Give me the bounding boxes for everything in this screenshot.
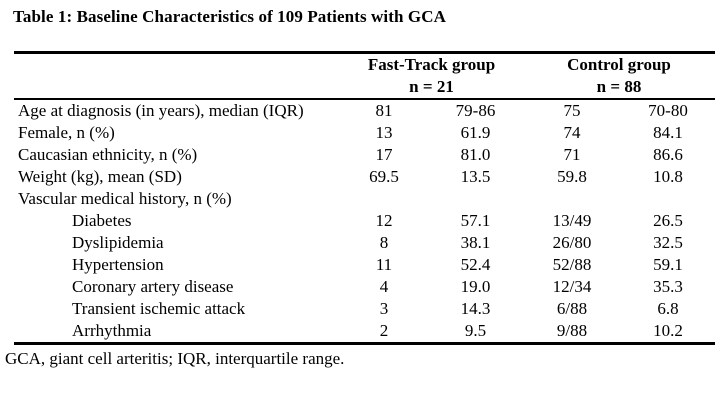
row-label: Dyslipidemia xyxy=(72,233,164,252)
cell-value: 71 xyxy=(563,145,581,164)
cell-value: 13/49 xyxy=(552,211,592,230)
row-label: Weight (kg), mean (SD) xyxy=(18,167,182,186)
row-label: Arrhythmia xyxy=(72,321,152,340)
cell-value xyxy=(428,188,523,210)
row-label-cell: Dyslipidemia xyxy=(14,232,340,254)
cell-value: 81 xyxy=(375,101,393,120)
row-label: Caucasian ethnicity, n (%) xyxy=(18,145,198,164)
cell-value: 32.5 xyxy=(653,233,683,252)
cell-value: 4 xyxy=(379,277,389,296)
table-row: Hypertension 11 52.4 52/88 59.1 xyxy=(14,254,715,276)
table-row: Arrhythmia 2 9.5 9/88 10.2 xyxy=(14,320,716,345)
cell-value: 79-86 xyxy=(455,101,496,120)
cell-value: 19.0 xyxy=(460,277,491,296)
column-group-control-n: n = 88 xyxy=(596,77,642,96)
header-row: Fast-Track group n = 21 Control group n … xyxy=(14,52,716,100)
cell-value: 10.8 xyxy=(653,167,683,186)
row-label-cell: Diabetes xyxy=(14,210,340,232)
cell-value xyxy=(340,188,428,210)
row-label-cell: Female, n (%) xyxy=(14,122,340,144)
cell-value: 57.1 xyxy=(460,211,491,230)
cell-value: 69.5 xyxy=(369,167,399,186)
row-label-cell: Coronary artery disease xyxy=(14,276,340,298)
row-label-cell: Caucasian ethnicity, n (%) xyxy=(14,144,340,166)
cell-value: 14.3 xyxy=(460,299,491,318)
table-row: Transient ischemic attack 3 14.3 6/88 6.8 xyxy=(14,298,715,320)
cell-value: 17 xyxy=(375,145,393,164)
cell-value: 74 xyxy=(563,123,581,142)
row-label-cell: Age at diagnosis (in years), median (IQR… xyxy=(14,99,340,122)
cell-value: 2 xyxy=(340,320,428,345)
cell-value: 6.8 xyxy=(657,299,679,318)
table-row: Caucasian ethnicity, n (%) 17 81.0 71 86.6 xyxy=(14,144,715,166)
cell-value: 9/88 xyxy=(523,320,621,345)
cell-value: 84.1 xyxy=(653,123,683,142)
cell-value: 70-80 xyxy=(648,101,688,120)
cell-value: 61.9 xyxy=(460,123,491,142)
cell-value: 26.5 xyxy=(653,211,683,230)
row-label: Hypertension xyxy=(72,255,164,274)
cell-value: 52.4 xyxy=(460,255,491,274)
row-label: Diabetes xyxy=(72,211,132,230)
cell-value: 75 xyxy=(563,101,581,120)
row-label: Vascular medical history, n (%) xyxy=(18,189,232,208)
column-group-control-label: Control group xyxy=(567,55,671,74)
cell-value: 13 xyxy=(375,123,393,142)
cell-value: 3 xyxy=(379,299,389,318)
row-label: Age at diagnosis (in years), median (IQR… xyxy=(18,101,304,120)
cell-value: 6/88 xyxy=(556,299,588,318)
cell-value: 11 xyxy=(375,255,393,274)
cell-value: 38.1 xyxy=(460,233,491,252)
column-group-fast-track-n: n = 21 xyxy=(409,77,454,96)
cell-value: 10.2 xyxy=(621,320,716,345)
row-label-cell: Weight (kg), mean (SD) xyxy=(14,166,340,188)
header-label-spacer xyxy=(14,52,340,100)
table-row: Dyslipidemia 8 38.1 26/80 32.5 xyxy=(14,232,715,254)
table-header: Fast-Track group n = 21 Control group n … xyxy=(14,52,716,100)
cell-value: 81.0 xyxy=(460,145,491,164)
cell-value xyxy=(621,188,715,210)
cell-value: 12 xyxy=(375,211,393,230)
row-label: Coronary artery disease xyxy=(72,277,234,296)
row-label-cell: Transient ischemic attack xyxy=(14,298,340,320)
table-row: Vascular medical history, n (%) xyxy=(14,188,715,210)
table-body: Age at diagnosis (in years), median (IQR… xyxy=(14,99,716,345)
cell-value: 52/88 xyxy=(552,255,592,274)
cell-value: 26/80 xyxy=(552,233,592,252)
cell-value: 59.8 xyxy=(557,167,587,186)
table-row: Weight (kg), mean (SD) 69.5 13.5 59.8 10.8 xyxy=(14,166,715,188)
column-group-fast-track-label: Fast-Track group xyxy=(367,55,496,74)
table-row: Age at diagnosis (in years), median (IQR… xyxy=(14,99,715,122)
table-row: Female, n (%) 13 61.9 74 84.1 xyxy=(14,122,715,144)
column-group-fast-track: Fast-Track group n = 21 xyxy=(340,52,523,100)
cell-value: 8 xyxy=(379,233,389,252)
cell-value: 13.5 xyxy=(460,167,491,186)
cell-value: 35.3 xyxy=(653,277,683,296)
cell-value xyxy=(523,188,621,210)
table-title: Table 1: Baseline Characteristics of 109… xyxy=(13,7,446,26)
row-label-cell: Arrhythmia xyxy=(14,320,340,345)
table-footnote: GCA, giant cell arteritis; IQR, interqua… xyxy=(5,349,345,368)
column-group-control: Control group n = 88 xyxy=(523,52,716,100)
cell-value: 86.6 xyxy=(653,145,683,164)
table-row: Coronary artery disease 4 19.0 12/34 35.3 xyxy=(14,276,715,298)
row-label: Female, n (%) xyxy=(18,123,115,142)
cell-value: 59.1 xyxy=(653,255,683,274)
row-label-cell: Hypertension xyxy=(14,254,340,276)
table-row: Diabetes 12 57.1 13/49 26.5 xyxy=(14,210,715,232)
row-label: Transient ischemic attack xyxy=(72,299,246,318)
baseline-characteristics-table: Fast-Track group n = 21 Control group n … xyxy=(14,51,716,345)
row-label-cell: Vascular medical history, n (%) xyxy=(14,188,340,210)
cell-value: 12/34 xyxy=(552,277,592,296)
cell-value: 9.5 xyxy=(428,320,523,345)
